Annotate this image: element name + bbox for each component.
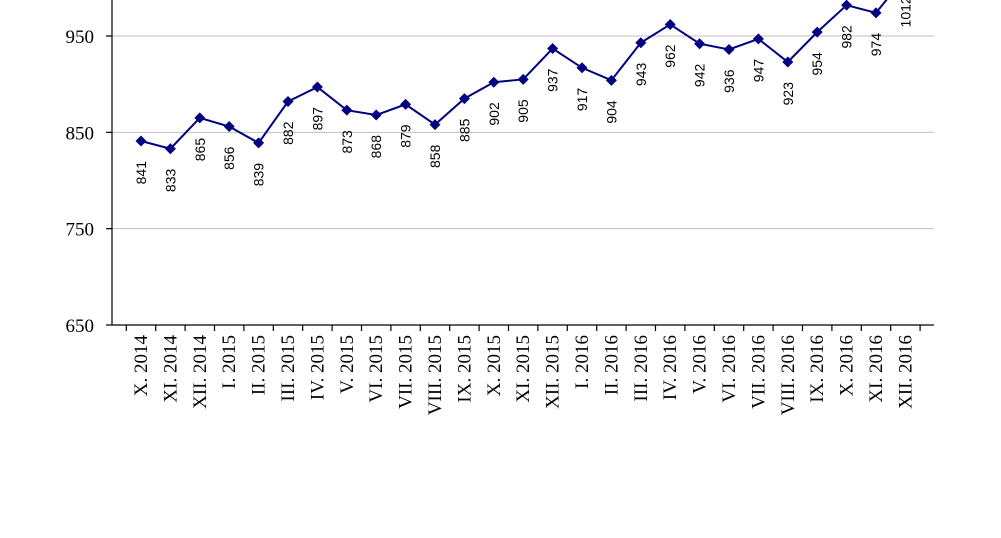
x-tick-label: V. 2015 [337,335,358,394]
y-tick-label: 750 [66,220,95,241]
x-tick-label: IV. 2016 [660,335,681,400]
x-tick-label: X. 2015 [484,335,505,396]
data-point [576,62,588,74]
data-point [517,73,529,85]
x-tick-label: VII. 2016 [748,335,769,409]
data-label: 885 [456,118,472,142]
data-label: 905 [515,99,531,123]
x-tick-label: XII. 2014 [190,335,211,409]
x-tick-label: XI. 2016 [866,335,887,403]
x-tick-label: II. 2015 [249,335,270,395]
x-tick-label: VI. 2015 [366,335,387,403]
x-axis: X. 2014 XI. 2014 XII. 2014 I. 2015 II. 2015 I… [112,324,934,415]
x-tick-label: XI. 2014 [160,335,181,403]
x-tick-label: II. 2016 [601,335,622,395]
data-point [164,143,176,155]
data-label: 856 [221,146,237,170]
data-label: 839 [251,163,267,187]
data-point [194,112,206,124]
data-point [547,43,559,55]
data-point [400,98,412,110]
data-label: 1012 [897,0,913,27]
x-tick-label: X. 2014 [131,335,152,397]
data-label: 917 [574,88,590,112]
x-tick-label: XII. 2015 [543,335,564,409]
x-tick-label: III. 2015 [278,335,299,401]
data-label: 841 [133,161,149,185]
data-point [223,121,235,133]
data-label: 897 [309,107,325,131]
data-point [841,0,853,11]
data-label: 868 [368,135,384,159]
y-tick-label: 850 [66,123,95,144]
gridlines [112,35,934,230]
data-point [311,81,323,93]
data-point [605,74,617,86]
data-label: 982 [839,25,855,49]
x-tick-label: I. 2015 [219,335,240,389]
data-point [282,96,294,108]
data-label: 858 [427,144,443,168]
data-label: 923 [780,82,796,106]
x-tick-label: IX. 2015 [454,335,475,403]
x-tick-label: VIII. 2015 [425,335,446,415]
data-label: 947 [750,59,766,83]
y-axis: 650 750 850 950 [66,0,113,337]
data-point [694,38,706,50]
x-tick-label: I. 2016 [572,335,593,389]
data-label: 962 [662,44,678,68]
data-label: 954 [809,52,825,76]
series [135,0,888,155]
y-tick-label: 650 [66,316,95,337]
data-label: 833 [162,168,178,192]
data-label: 865 [192,138,208,162]
data-point [488,76,500,88]
x-tick-label: V. 2016 [690,335,711,394]
data-label: 942 [692,63,708,87]
data-point [341,104,353,116]
data-point [752,33,764,45]
data-label: 873 [339,130,355,154]
data-label: 936 [721,69,737,93]
data-point [429,119,441,131]
x-tick-label: VII. 2015 [396,335,417,409]
data-point [370,109,382,121]
x-tick-label: XII. 2016 [895,335,916,409]
x-tick-label: IX. 2016 [807,335,828,403]
data-point [870,7,882,19]
data-labels: 841 833 865 856 839 882 897 873 868 879 858 885 902 9… [133,0,913,192]
data-label: 943 [633,63,649,87]
x-tick-label: VIII. 2016 [778,335,799,415]
data-label: 974 [868,33,884,57]
data-point [811,26,823,38]
data-point [782,56,794,68]
x-tick-label: XI. 2015 [513,335,534,403]
data-point [253,137,265,149]
data-label: 879 [398,124,414,148]
data-label: 937 [545,68,561,92]
data-point [664,18,676,30]
x-tick-label: III. 2016 [631,335,652,401]
data-point [458,93,470,105]
y-tick-label: 950 [66,27,95,48]
data-label: 882 [280,121,296,145]
x-tick-label: VI. 2016 [719,335,740,403]
x-tick-label: X. 2016 [837,335,858,396]
data-label: 902 [486,102,502,126]
data-point [723,43,735,55]
data-point [635,37,647,49]
data-point [135,135,147,147]
data-label: 904 [603,100,619,124]
x-tick-label: IV. 2015 [307,335,328,400]
